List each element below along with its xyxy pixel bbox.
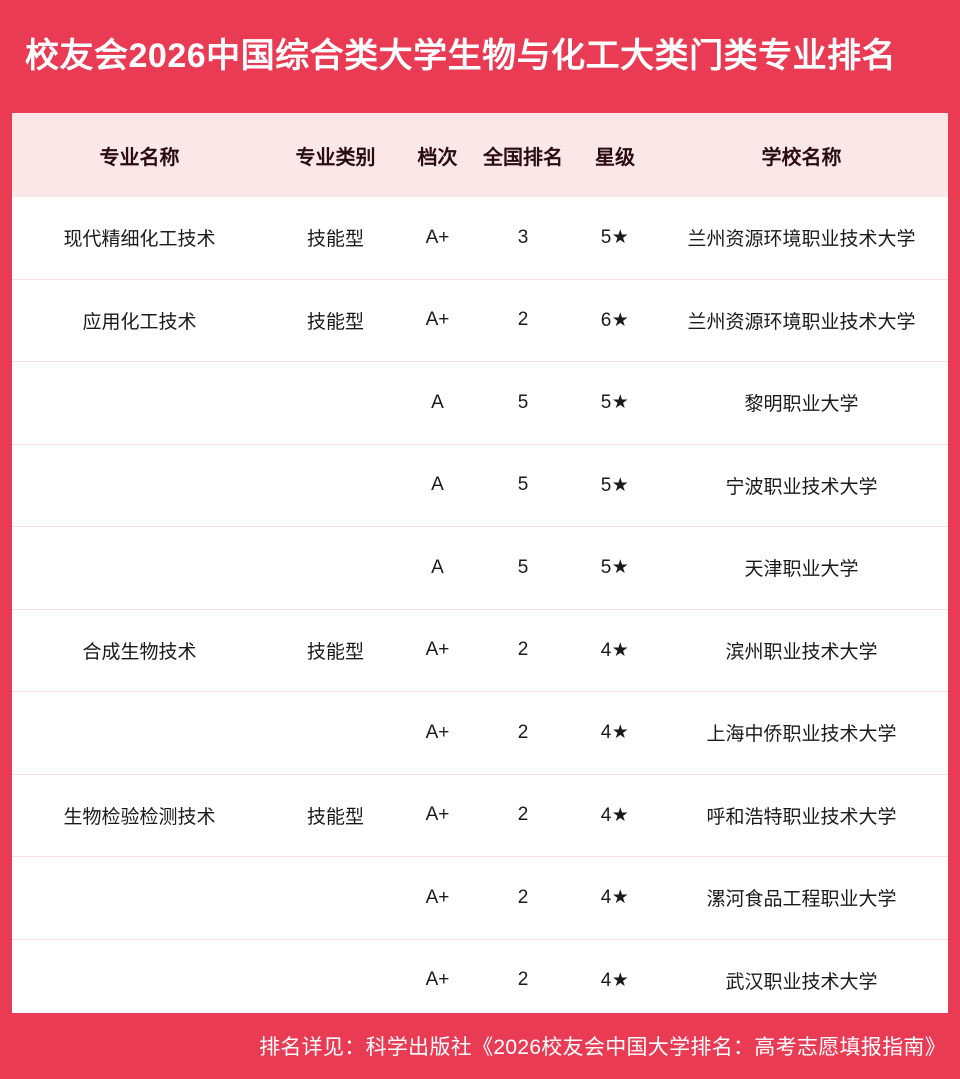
- column-header-star: 星级: [575, 113, 655, 197]
- table-row[interactable]: A 5 5★ 天津职业大学: [12, 526, 948, 610]
- table-body: 现代精细化工技术 技能型 A+ 3 5★ 兰州资源环境职业技术大学 应用化工技术 技能型 A+ 2…: [12, 197, 948, 1013]
- cell-school: 上海中侨职业技术大学: [655, 691, 948, 775]
- cell-category: [267, 361, 404, 445]
- cell-school: 呼和浩特职业技术大学: [655, 774, 948, 857]
- title-banner: 校友会2026中国综合类大学生物与化工大类门类专业排名: [0, 0, 960, 113]
- column-header-category: 专业类别: [267, 113, 404, 197]
- cell-school: 漯河食品工程职业大学: [655, 856, 948, 940]
- cell-major: [12, 361, 267, 445]
- cell-school: 黎明职业大学: [655, 361, 948, 445]
- cell-category: [267, 444, 404, 527]
- cell-star: 6★: [575, 279, 655, 362]
- ranking-table: 专业名称 专业类别 档次 全国排名 星级 学校名称 现代精细化工技术 技能型 A+ 3…: [12, 113, 948, 1013]
- cell-tier: A: [404, 361, 471, 445]
- cell-major: [12, 444, 267, 527]
- column-header-school: 学校名称: [655, 113, 948, 197]
- ranking-table-card: 专业名称 专业类别 档次 全国排名 星级 学校名称 现代精细化工技术 技能型 A+ 3…: [12, 113, 948, 1013]
- footer-bar: 排名详见：科学出版社《2026校友会中国大学排名：高考志愿填报指南》: [0, 1013, 960, 1079]
- cell-rank: 3: [471, 197, 575, 280]
- table-row[interactable]: 现代精细化工技术 技能型 A+ 3 5★ 兰州资源环境职业技术大学: [12, 197, 948, 280]
- cell-star: 5★: [575, 526, 655, 610]
- cell-category: [267, 691, 404, 775]
- table-row[interactable]: 应用化工技术 技能型 A+ 2 6★ 兰州资源环境职业技术大学: [12, 279, 948, 362]
- cell-rank: 5: [471, 361, 575, 445]
- cell-rank: 2: [471, 609, 575, 692]
- table-row[interactable]: A+ 2 4★ 上海中侨职业技术大学: [12, 691, 948, 775]
- footer-note: 排名详见：科学出版社《2026校友会中国大学排名：高考志愿填报指南》: [259, 1036, 946, 1059]
- cell-rank: 2: [471, 691, 575, 775]
- cell-tier: A: [404, 526, 471, 610]
- cell-category: [267, 939, 404, 1013]
- table-row[interactable]: A 5 5★ 黎明职业大学: [12, 361, 948, 445]
- cell-category: 技能型: [267, 197, 404, 280]
- table-row[interactable]: A 5 5★ 宁波职业技术大学: [12, 444, 948, 527]
- cell-school: 兰州资源环境职业技术大学: [655, 197, 948, 280]
- cell-major: [12, 691, 267, 775]
- cell-major: 合成生物技术: [12, 609, 267, 692]
- cell-tier: A+: [404, 691, 471, 775]
- cell-school: 宁波职业技术大学: [655, 444, 948, 527]
- column-header-major: 专业名称: [12, 113, 267, 197]
- cell-star: 5★: [575, 361, 655, 445]
- cell-star: 5★: [575, 197, 655, 280]
- cell-category: [267, 526, 404, 610]
- table-row[interactable]: 生物检验检测技术 技能型 A+ 2 4★ 呼和浩特职业技术大学: [12, 774, 948, 857]
- table-row[interactable]: A+ 2 4★ 武汉职业技术大学: [12, 939, 948, 1013]
- cell-major: [12, 856, 267, 940]
- table-row[interactable]: A+ 2 4★ 漯河食品工程职业大学: [12, 856, 948, 940]
- cell-rank: 2: [471, 856, 575, 940]
- cell-rank: 2: [471, 279, 575, 362]
- cell-major: 应用化工技术: [12, 279, 267, 362]
- cell-tier: A: [404, 444, 471, 527]
- cell-school: 天津职业大学: [655, 526, 948, 610]
- cell-rank: 5: [471, 526, 575, 610]
- table-header: 专业名称 专业类别 档次 全国排名 星级 学校名称: [12, 113, 948, 197]
- cell-star: 5★: [575, 444, 655, 527]
- cell-category: 技能型: [267, 609, 404, 692]
- cell-school: 兰州资源环境职业技术大学: [655, 279, 948, 362]
- cell-star: 4★: [575, 856, 655, 940]
- cell-tier: A+: [404, 939, 471, 1013]
- column-header-tier: 档次: [404, 113, 471, 197]
- cell-category: 技能型: [267, 774, 404, 857]
- table-header-row: 专业名称 专业类别 档次 全国排名 星级 学校名称: [12, 113, 948, 197]
- cell-rank: 2: [471, 939, 575, 1013]
- cell-star: 4★: [575, 939, 655, 1013]
- cell-star: 4★: [575, 774, 655, 857]
- cell-tier: A+: [404, 856, 471, 940]
- cell-major: 现代精细化工技术: [12, 197, 267, 280]
- table-row[interactable]: 合成生物技术 技能型 A+ 2 4★ 滨州职业技术大学: [12, 609, 948, 692]
- column-header-rank: 全国排名: [471, 113, 575, 197]
- cell-star: 4★: [575, 609, 655, 692]
- cell-rank: 2: [471, 774, 575, 857]
- cell-category: [267, 856, 404, 940]
- cell-star: 4★: [575, 691, 655, 775]
- cell-category: 技能型: [267, 279, 404, 362]
- cell-school: 滨州职业技术大学: [655, 609, 948, 692]
- cell-tier: A+: [404, 197, 471, 280]
- cell-school: 武汉职业技术大学: [655, 939, 948, 1013]
- cell-tier: A+: [404, 279, 471, 362]
- cell-tier: A+: [404, 609, 471, 692]
- cell-major: [12, 526, 267, 610]
- cell-major: 生物检验检测技术: [12, 774, 267, 857]
- cell-tier: A+: [404, 774, 471, 857]
- cell-rank: 5: [471, 444, 575, 527]
- page-title: 校友会2026中国综合类大学生物与化工大类门类专业排名: [25, 36, 897, 75]
- cell-major: [12, 939, 267, 1013]
